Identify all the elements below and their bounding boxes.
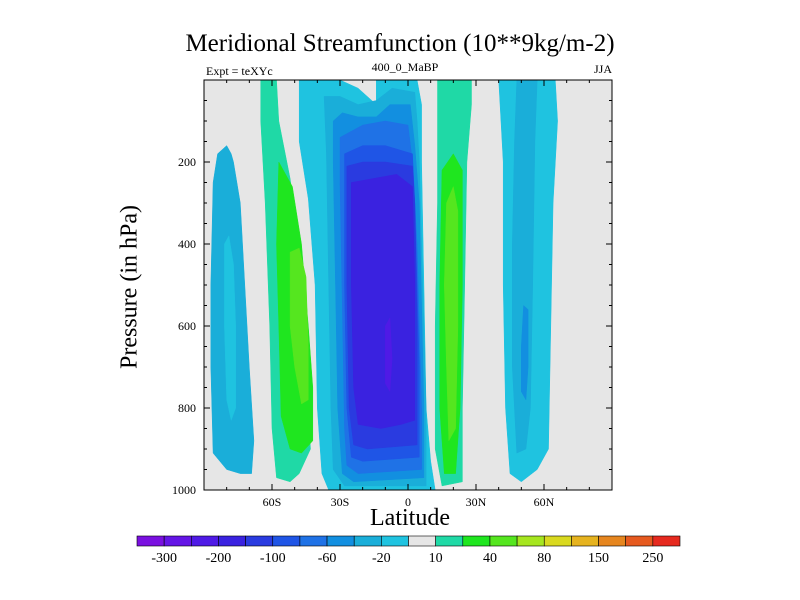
y-tick-label: 200 <box>178 155 196 169</box>
x-axis-title: Latitude <box>370 505 450 531</box>
y-tick-label: 1000 <box>172 483 196 497</box>
colorbar-swatch <box>489 535 518 547</box>
contour-regions <box>210 80 558 490</box>
colorbar-swatch <box>245 535 274 547</box>
season-label: JJA <box>593 62 612 76</box>
colorbar-swatch <box>218 535 246 547</box>
y-tick-label: 400 <box>178 237 196 251</box>
colorbar-swatch <box>652 535 681 547</box>
x-tick-label: 30S <box>331 495 350 509</box>
y-tick-label: 800 <box>178 401 196 415</box>
colorbar-label: -200 <box>206 551 232 566</box>
x-tick-label: 60S <box>263 495 282 509</box>
contour-region-nh-blue <box>512 80 538 454</box>
colorbar-swatch <box>272 535 301 547</box>
colorbar-swatch <box>136 535 165 547</box>
colorbar-label: 250 <box>642 551 663 566</box>
y-tick-label: 600 <box>178 319 196 333</box>
colorbar-swatch <box>462 535 491 547</box>
contour-region-nh-blue-core <box>521 304 529 401</box>
colorbar-swatch <box>326 535 355 547</box>
colorbar-label: -20 <box>372 551 391 566</box>
x-tick-label: 30N <box>466 495 487 509</box>
chart-title: Meridional Streamfunction (10**9kg/m-2) <box>185 30 615 57</box>
colorbar-label: -300 <box>151 551 177 566</box>
colorbar-swatch <box>408 535 436 547</box>
colorbar-label: 10 <box>429 551 443 566</box>
colorbar-label: -60 <box>318 551 337 566</box>
period-label: 400_0_MaBP <box>371 60 439 74</box>
colorbar: -300 -200 -100 -60 -20 10 40 80 150 250 <box>136 535 681 566</box>
plot-area: 60S 30S 0 30N 60N 200 400 600 800 1000 <box>172 79 613 509</box>
colorbar-swatch <box>353 535 382 547</box>
colorbar-swatch <box>571 535 599 547</box>
contour-region-sh-violet-core <box>385 316 393 393</box>
colorbar-swatch <box>625 535 654 547</box>
colorbar-label: 150 <box>588 551 609 566</box>
colorbar-swatch <box>435 535 464 547</box>
x-tick-label: 60N <box>534 495 555 509</box>
contour-region-sh-indigo <box>351 174 416 429</box>
colorbar-label: 40 <box>483 551 497 566</box>
colorbar-swatch <box>516 535 545 547</box>
colorbar-swatch <box>163 535 192 547</box>
colorbar-label: 80 <box>537 551 551 566</box>
colorbar-swatch <box>381 535 409 547</box>
colorbar-swatch <box>598 535 626 547</box>
contour-region-sh-green-core <box>289 247 309 405</box>
colorbar-label: -100 <box>260 551 286 566</box>
contour-region-nh-green-core <box>444 185 459 442</box>
colorbar-swatch <box>191 535 219 547</box>
experiment-label: Expt = teXYc <box>206 64 273 78</box>
colorbar-swatch <box>543 535 572 547</box>
colorbar-swatch <box>299 535 328 547</box>
contour-region-sh-high-lat-core <box>224 235 236 422</box>
x-tick-label: 0 <box>405 495 411 509</box>
